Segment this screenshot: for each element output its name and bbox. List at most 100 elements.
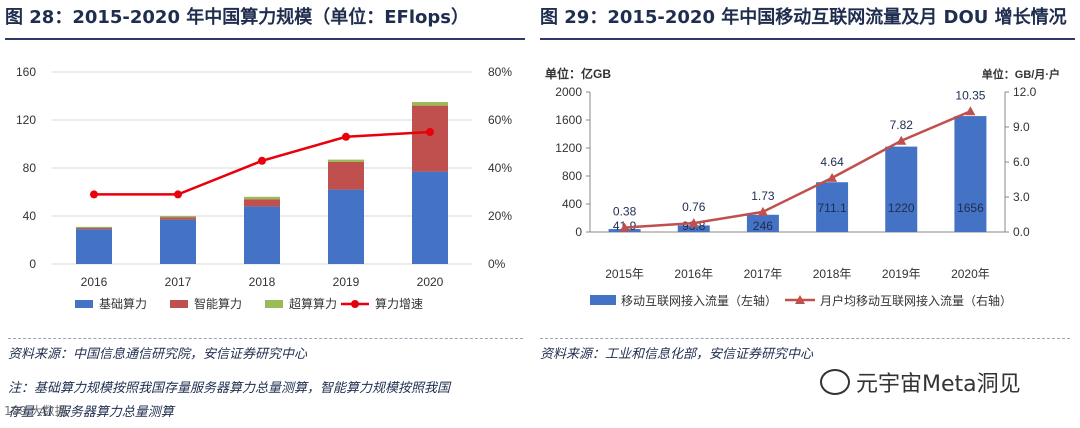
- legend-swatch: [75, 300, 93, 308]
- bar-supercompute: [412, 102, 448, 106]
- wechat-icon: [820, 369, 850, 395]
- bar-supercompute: [328, 159, 364, 162]
- x-tick-label: 2020: [417, 275, 444, 289]
- dou-label: 0.38: [613, 205, 637, 219]
- traffic-bar: [885, 146, 918, 232]
- growth-rate-point: [426, 128, 434, 136]
- y-right-tick-label: 6.0: [1013, 155, 1030, 169]
- watermark: 元宇宙Meta洞见: [820, 366, 1021, 398]
- traffic-bar-label: 1220: [888, 201, 915, 215]
- traffic-bar-label: 246: [753, 219, 773, 233]
- x-tick-label: 2018: [249, 275, 276, 289]
- bar-basic-compute: [160, 219, 196, 264]
- bar-supercompute: [76, 226, 112, 228]
- legend-swatch: [265, 300, 283, 308]
- y-right-tick-label: 0.0: [1013, 225, 1030, 239]
- legend-marker: [795, 295, 805, 304]
- bar-basic-compute: [244, 206, 280, 264]
- x-tick-label: 2020年: [951, 267, 990, 281]
- dou-point: [757, 206, 768, 216]
- note-line-2: 存量 AI 服务器算力总量测算: [8, 405, 174, 420]
- x-tick-label: 2019: [333, 275, 360, 289]
- y-right-tick-label: 80%: [488, 65, 512, 79]
- x-tick-label: 2017年: [744, 267, 783, 281]
- bar-basic-compute: [76, 229, 112, 264]
- growth-rate-point: [342, 132, 350, 141]
- traffic-bar: [746, 214, 779, 232]
- y-right-tick-label: 3.0: [1013, 190, 1030, 204]
- right-unit-label: 单位：GB/月·户: [982, 67, 1060, 81]
- legend-swatch: [170, 300, 188, 308]
- growth-rate-point: [174, 190, 182, 199]
- bar-basic-compute: [328, 189, 364, 264]
- dou-label: 1.73: [751, 189, 775, 203]
- x-tick-label: 2016: [81, 275, 108, 289]
- dou-point: [619, 222, 630, 232]
- y-left-tick-label: 2000: [555, 85, 582, 99]
- bar-ai-compute: [244, 199, 280, 207]
- note-line-1: 注：基础算力规模按照我国存量服务器算力总量测算，智能算力规模按照我国: [8, 381, 451, 396]
- right-divider: [540, 338, 1070, 339]
- legend-label: 基础算力: [99, 296, 147, 311]
- y-right-tick-label: 60%: [488, 113, 512, 127]
- dou-point: [896, 135, 907, 145]
- legend-marker: [351, 300, 359, 308]
- y-left-tick-label: 1200: [555, 141, 582, 155]
- traffic-bar: [677, 225, 710, 232]
- bar-supercompute: [160, 216, 196, 218]
- dou-point: [965, 106, 976, 116]
- left-source: 资料来源：中国信息通信研究院，安信证券研究中心: [8, 347, 308, 362]
- dou-label: 4.64: [820, 155, 844, 169]
- bar-supercompute: [244, 196, 280, 200]
- y-right-tick-label: 12.0: [1013, 85, 1037, 99]
- growth-rate-point: [90, 190, 98, 199]
- bar-basic-compute: [412, 171, 448, 264]
- left-divider: [8, 338, 523, 339]
- x-tick-label: 2016年: [674, 267, 713, 281]
- y-left-tick-label: 1600: [555, 113, 582, 127]
- traffic-bar: [816, 182, 849, 232]
- y-left-tick-label: 0: [575, 225, 582, 239]
- bar-ai-compute: [412, 105, 448, 172]
- x-tick-label: 2018年: [813, 267, 852, 281]
- dou-label: 7.82: [890, 118, 914, 132]
- y-left-tick-label: 400: [562, 197, 582, 211]
- legend-label: 月户均移动互联网接入流量（右轴）: [820, 293, 1012, 308]
- traffic-bar-label: 1656: [957, 201, 984, 215]
- bar-ai-compute: [160, 217, 196, 220]
- left-unit-label: 单位：亿GB: [545, 66, 611, 81]
- y-left-tick-label: 160: [16, 65, 36, 79]
- legend-label: 超算算力: [289, 296, 337, 311]
- x-tick-label: 2019年: [882, 267, 921, 281]
- mobile-traffic-chart: 单位：亿GB 单位：GB/月·户 0 400 800 1200 1600 2000 0.0 3.0…: [545, 66, 1060, 308]
- dou-point: [688, 218, 699, 228]
- legend-label: 智能算力: [194, 296, 242, 311]
- dou-label: 10.35: [955, 88, 985, 102]
- y-left-tick-label: 120: [16, 113, 36, 127]
- bar-ai-compute: [328, 162, 364, 190]
- right-source: 资料来源：工业和信息化部，安信证券研究中心: [540, 347, 814, 362]
- dou-point: [827, 172, 838, 182]
- legend-swatch: [590, 295, 616, 305]
- traffic-bar: [954, 116, 987, 232]
- y-left-tick-label: 40: [23, 209, 37, 223]
- y-right-tick-label: 20%: [488, 209, 512, 223]
- legend-label: 移动互联网接入流量（左轴）: [621, 293, 777, 308]
- watermark-text: 元宇宙Meta洞见: [856, 372, 1021, 397]
- y-right-tick-label: 9.0: [1013, 120, 1030, 134]
- y-left-tick-label: 80: [23, 161, 37, 175]
- y-right-tick-label: 0%: [488, 257, 506, 271]
- right-chart-title: 图 29：2015-2020 年中国移动互联网流量及月 DOU 增长情况: [540, 0, 1075, 40]
- legend-label: 算力增速: [375, 296, 423, 311]
- left-chart-title: 图 28：2015-2020 年中国算力规模（单位：EFlops）: [5, 0, 525, 40]
- dou-line: [624, 110, 971, 229]
- x-tick-label: 2015年: [605, 267, 644, 281]
- y-left-tick-label: 800: [562, 169, 582, 183]
- x-tick-label: 2017: [165, 275, 192, 289]
- growth-rate-point: [258, 156, 266, 165]
- y-right-tick-label: 40%: [488, 161, 512, 175]
- bar-ai-compute: [76, 228, 112, 230]
- dou-label: 0.76: [682, 200, 706, 214]
- watermark-logo: 199 大数据: [4, 404, 67, 418]
- traffic-bar-label: 711.1: [818, 201, 847, 215]
